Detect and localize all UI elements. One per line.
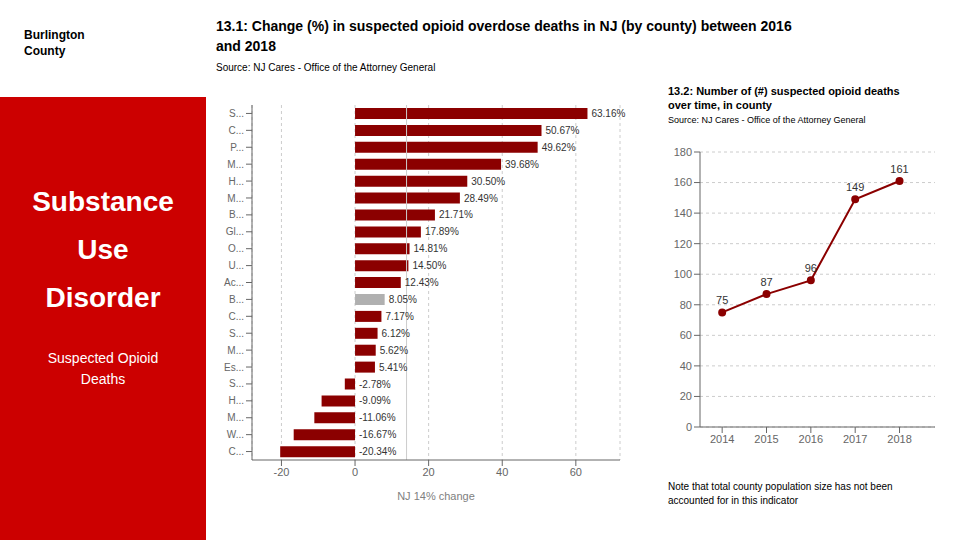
svg-text:2016: 2016 [799,433,823,445]
svg-text:161: 161 [890,163,908,175]
svg-text:M...: M... [227,193,244,204]
svg-text:30.50%: 30.50% [471,176,505,187]
svg-text:17.89%: 17.89% [425,226,459,237]
html-text:Note that total county populat: Note that total county population size h… [668,481,893,506]
svg-text:2014: 2014 [710,433,734,445]
svg-text:20: 20 [680,390,692,402]
svg-text:120: 120 [674,238,692,250]
html-text:13.2: Number of (#) suspected: 13.2: Number of (#) suspected opioid dea… [668,85,900,111]
svg-text:S...: S... [229,378,244,389]
svg-text:C...: C... [228,446,244,457]
html-text:Suspected Opioid Deaths: Suspected Opioid Deaths [47,350,159,387]
svg-text:180: 180 [674,146,692,158]
svg-text:21.71%: 21.71% [439,209,473,220]
svg-text:12.43%: 12.43% [405,277,439,288]
svg-text:-9.09%: -9.09% [359,395,391,406]
svg-text:14.50%: 14.50% [412,260,446,271]
svg-text:W...: W... [227,429,244,440]
svg-text:2017: 2017 [843,433,867,445]
svg-text:20: 20 [423,466,435,478]
svg-text:96: 96 [805,262,817,274]
svg-text:B...: B... [229,294,244,305]
svg-text:160: 160 [674,176,692,188]
svg-text:-20.34%: -20.34% [359,446,396,457]
svg-text:28.49%: 28.49% [464,193,498,204]
html-text:Source: NJ Cares - Office of t: Source: NJ Cares - Office of the Attorne… [668,115,866,125]
html-text:Burlington County: Burlington County [24,28,85,58]
svg-text:63.16%: 63.16% [591,108,625,119]
svg-text:0: 0 [352,466,358,478]
svg-text:S...: S... [229,328,244,339]
svg-text:H...: H... [228,395,244,406]
svg-text:50.67%: 50.67% [546,125,580,136]
html-text:Disorder: Disorder [45,282,161,313]
svg-text:60: 60 [570,466,582,478]
svg-text:M...: M... [227,345,244,356]
svg-text:6.12%: 6.12% [382,328,410,339]
svg-text:M...: M... [227,412,244,423]
svg-text:5.41%: 5.41% [379,362,407,373]
svg-text:8.05%: 8.05% [389,294,417,305]
svg-text:O...: O... [228,243,244,254]
html-text:13.1: Change (%) in suspected: 13.1: Change (%) in suspected opioid ove… [216,18,792,54]
svg-text:75: 75 [716,294,728,306]
svg-text:14.81%: 14.81% [414,243,448,254]
svg-text:H...: H... [228,176,244,187]
svg-text:2015: 2015 [754,433,778,445]
svg-text:87: 87 [760,276,772,288]
svg-text:U...: U... [228,260,244,271]
html-text:Substance: Substance [32,186,174,217]
svg-text:S...: S... [229,108,244,119]
svg-text:-2.78%: -2.78% [359,379,391,390]
svg-text:60: 60 [680,329,692,341]
svg-text:5.62%: 5.62% [380,345,408,356]
svg-text:49.62%: 49.62% [542,142,576,153]
svg-text:C...: C... [228,125,244,136]
svg-text:-11.06%: -11.06% [359,412,396,423]
svg-text:100: 100 [674,268,692,280]
svg-text:Gl...: Gl... [226,226,244,237]
svg-text:C...: C... [228,311,244,322]
svg-text:2018: 2018 [887,433,911,445]
svg-text:80: 80 [680,299,692,311]
svg-text:-16.67%: -16.67% [359,429,396,440]
html-text:Source: NJ Cares - Office of t: Source: NJ Cares - Office of the Attorne… [216,62,436,73]
svg-text:Ac...: Ac... [224,277,244,288]
svg-text:40: 40 [496,466,508,478]
svg-text:40: 40 [680,360,692,372]
svg-text:NJ 14% change: NJ 14% change [397,490,475,502]
svg-text:7.17%: 7.17% [385,311,413,322]
svg-text:P...: P... [230,142,244,153]
svg-text:M...: M... [227,159,244,170]
svg-text:-20: -20 [273,466,289,478]
svg-text:Es...: Es... [224,362,244,373]
svg-text:B...: B... [229,209,244,220]
svg-text:0: 0 [686,421,692,433]
svg-text:149: 149 [846,181,864,193]
html-text:Use: Use [77,234,129,265]
svg-text:39.68%: 39.68% [505,159,539,170]
svg-text:140: 140 [674,207,692,219]
